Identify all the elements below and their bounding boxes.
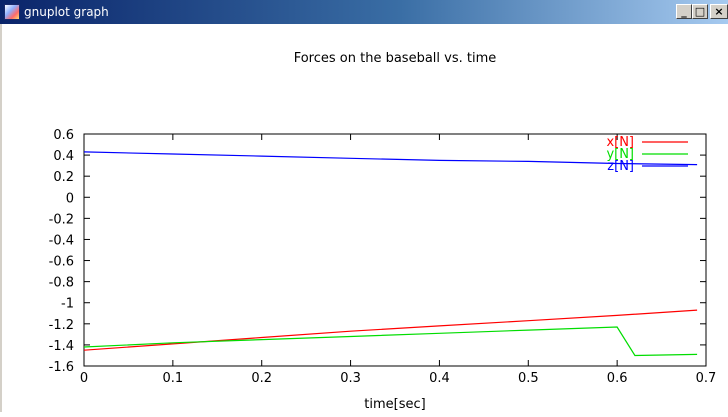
- axis-ticks: 0 0.1 0.2 0.3 0.4 0.5 0.6 0.7 0.6 0.4 0.2 0 -0.2 -0.4…: [49, 128, 717, 386]
- legend-label: z[N]: [607, 159, 634, 174]
- legend-label: y[N]: [606, 147, 634, 162]
- x-tick-label: 0.1: [163, 371, 184, 386]
- y-tick-label: 0: [66, 191, 74, 206]
- y-tick-label: -0.8: [49, 276, 74, 291]
- plot-area: Forces on the baseball vs. time time[sec…: [2, 24, 728, 412]
- y-tick-label: 0.4: [53, 149, 74, 164]
- y-tick-label: -1.2: [49, 318, 74, 333]
- legend: x[N]y[N]z[N]: [606, 135, 688, 174]
- y-tick-label: -1.4: [49, 339, 74, 354]
- chart-title: Forces on the baseball vs. time: [294, 51, 497, 66]
- gnuplot-app-icon[interactable]: [4, 4, 20, 20]
- legend-label: x[N]: [606, 135, 634, 150]
- series-line-2: [83, 151, 698, 166]
- title-bar[interactable]: gnuplot graph _ □ ×: [0, 0, 728, 24]
- forces-chart: Forces on the baseball vs. time time[sec…: [49, 51, 717, 412]
- series-line-1: [83, 326, 698, 357]
- y-tick-label: -0.6: [49, 255, 74, 270]
- plot-frame: [83, 133, 707, 367]
- window-title: gnuplot graph: [24, 5, 109, 19]
- y-tick-label: -1.6: [49, 360, 74, 375]
- x-tick-label: 0.7: [696, 371, 717, 386]
- x-tick-label: 0.4: [429, 371, 450, 386]
- close-button[interactable]: ×: [710, 4, 728, 19]
- y-tick-label: -0.2: [49, 212, 74, 227]
- x-axis-label: time[sec]: [364, 397, 425, 412]
- minimize-button[interactable]: _: [676, 4, 692, 19]
- x-tick-label: 0.3: [340, 371, 361, 386]
- maximize-button[interactable]: □: [692, 4, 708, 19]
- y-tick-label: -0.4: [49, 233, 74, 248]
- x-tick-label: 0.6: [607, 371, 628, 386]
- y-tick-label: 0.2: [53, 170, 74, 185]
- x-tick-label: 0.5: [518, 371, 539, 386]
- series-line-0: [83, 309, 698, 351]
- y-tick-label: -1: [61, 297, 74, 312]
- series-lines: [83, 151, 698, 357]
- y-tick-label: 0.6: [53, 128, 74, 143]
- x-tick-label: 0.2: [251, 371, 272, 386]
- x-tick-label: 0: [80, 371, 88, 386]
